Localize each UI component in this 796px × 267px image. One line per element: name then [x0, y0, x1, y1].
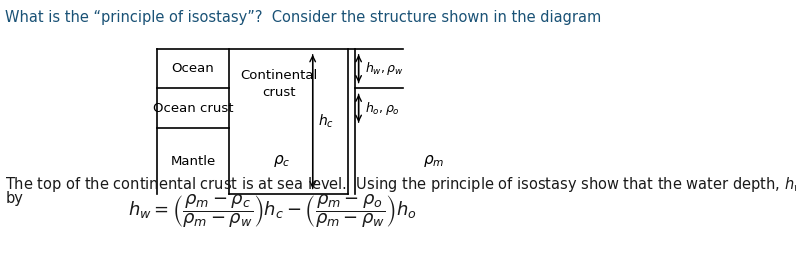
Text: $h_w = \left(\dfrac{\rho_m - \rho_c}{\rho_m - \rho_w}\right)h_c - \left(\dfrac{\: $h_w = \left(\dfrac{\rho_m - \rho_c}{\rh… — [127, 193, 416, 230]
Text: $h_w,\rho_w$: $h_w,\rho_w$ — [365, 60, 404, 77]
Text: $\rho_m$: $\rho_m$ — [423, 153, 444, 169]
Text: Ocean: Ocean — [172, 62, 214, 75]
Text: $\rho_c$: $\rho_c$ — [273, 153, 291, 169]
Text: What is the “principle of isostasy”?  Consider the structure shown in the diagra: What is the “principle of isostasy”? Con… — [6, 10, 602, 25]
Text: Mantle: Mantle — [170, 155, 216, 168]
Text: $h_o,\rho_o$: $h_o,\rho_o$ — [365, 100, 400, 117]
Text: $h_c$: $h_c$ — [318, 113, 334, 130]
Text: The top of the continental crust is at sea level.  Using the principle of isosta: The top of the continental crust is at s… — [6, 175, 796, 194]
Text: Continental
crust: Continental crust — [240, 69, 318, 99]
Text: Ocean crust: Ocean crust — [153, 102, 233, 115]
Text: by: by — [6, 191, 23, 206]
